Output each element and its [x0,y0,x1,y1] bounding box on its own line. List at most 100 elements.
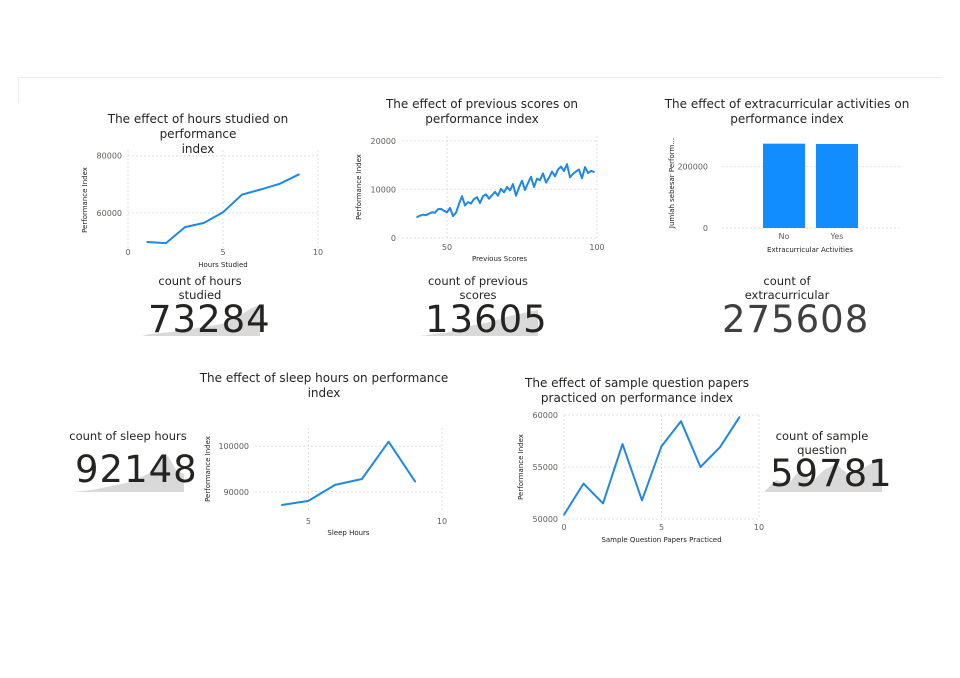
sample-data-point [660,445,663,447]
previous-xlabel: Previous Scores [472,255,527,263]
previous-data-point [434,211,436,214]
hours-xtick: 10 [313,248,323,257]
previous-data-point [449,207,451,209]
previous-data-point [527,182,529,184]
card-sleep-value: 92148 [75,448,198,491]
chart-sleep-title-line2: index [307,386,341,400]
previous-data-point [455,211,457,214]
chart-extra-title-line1: The effect of extracurricular activities… [664,97,910,111]
chart-sleep-plot: 90000 100000 5 10 Sleep Hours Performance Ind… [204,428,447,537]
chart-previous-title-line1: The effect of previous scores on [385,97,579,111]
sample-data-point [738,416,741,418]
previous-data-point [467,201,469,203]
sleep-xtick: 10 [437,517,447,526]
previous-data-point [512,183,514,185]
hours-data-point [203,222,205,224]
previous-data-point [419,214,421,217]
left-divider [18,77,19,103]
previous-data-point [416,216,418,218]
previous-data-point [476,196,478,198]
chart-hours-title: The effect of hours studied on performan… [78,112,318,157]
previous-data-point [563,170,565,172]
hours-xtick: 5 [220,248,225,257]
sleep-xlabel: Sleep Hours [327,529,370,537]
chart-sample-plot: 50000 55000 60000 0 5 10 Sample Question Paper… [517,411,764,544]
previous-ylabel: Performance Index [355,154,363,220]
hours-ytick: 60000 [97,209,122,218]
card-sample-sparkline-area [764,460,882,492]
sample-xtick: 10 [754,523,764,532]
chart-extra-title: The effect of extracurricular activities… [662,97,912,127]
extra-bar-yes [816,143,858,228]
previous-data-point [545,181,547,184]
sleep-data-point [414,480,417,483]
extra-bar-no [763,143,805,228]
previous-data-point [572,173,574,175]
sample-xtick: 5 [659,523,664,532]
hours-data-point [260,188,262,191]
card-hours-value: 73284 [148,298,271,341]
chart-hours-title-line2: index [181,142,215,156]
hours-xtick: 0 [125,248,130,257]
sleep-data-point [387,440,390,443]
hours-data-point [165,242,167,244]
hours-data-point [222,211,224,214]
extra-ylabel: Jumlah sebesar Perform... [668,138,676,229]
card-previous-sparkline [420,310,538,336]
sample-data-point [699,466,702,468]
previous-data-point [437,208,439,211]
card-sample-sparkline [764,460,882,492]
previous-data-point [581,177,583,180]
previous-xtick: 50 [442,243,452,252]
previous-data-point [431,211,433,214]
card-sample-label: count of sample question [762,429,882,457]
top-divider [18,77,942,78]
previous-data-point [428,212,430,215]
previous-data-point [524,189,526,191]
hours-ylabel: Performance Index [81,167,89,233]
previous-data-point [425,214,427,216]
previous-ytick: 10000 [371,185,396,194]
card-hours-sparkline-area [142,305,260,336]
previous-data-point [551,170,553,173]
previous-data-point [446,211,448,214]
card-extra-label-line1: count of [763,274,811,288]
card-sample-label-line2: question [797,443,847,457]
sample-data-point [602,502,604,505]
sample-ytick: 50000 [533,515,558,524]
card-previous-label-line1: count of previous [427,274,528,288]
hours-ytick: 80000 [97,152,122,161]
chart-sample-title-line1: The effect of sample question papers [525,376,749,390]
card-hours-label: count of hours studied [140,274,260,302]
previous-data-point [452,215,454,217]
previous-data-point [536,177,538,180]
previous-data-point [515,194,517,197]
sample-data-point [680,420,682,423]
previous-data-point [533,186,535,188]
previous-data-point [566,163,568,165]
previous-data-point [584,166,586,168]
card-extra-label-line2: extracurricular [744,288,830,302]
previous-data-point [569,176,571,179]
chart-previous-plot: 0 10000 20000 50 100 Previous Scores Performan… [355,136,605,263]
previous-data-point [482,195,484,198]
chart-extra-plot: 0 200000 No Yes Extracurricular Activities Ju… [668,138,902,254]
chart-previous-title: The effect of previous scores on perform… [372,97,592,127]
sleep-series-line [281,440,417,506]
previous-data-point [554,175,556,178]
previous-data-point [578,168,580,171]
previous-ytick: 0 [391,234,396,243]
sleep-data-point [307,500,310,502]
previous-data-point [497,194,499,197]
extra-xtick: No [779,232,790,241]
card-hours-label-line1: count of hours [158,274,242,288]
previous-data-point [479,202,481,204]
previous-data-point [470,202,472,205]
previous-data-point [593,171,595,173]
previous-data-point [491,194,493,197]
previous-ytick: 20000 [371,137,396,146]
chart-sample-title-line2: practiced on performance index [540,391,734,405]
extra-ytick: 0 [703,224,708,233]
sample-xtick: 0 [561,523,566,532]
card-sample-label-line1: count of sample [775,429,869,443]
